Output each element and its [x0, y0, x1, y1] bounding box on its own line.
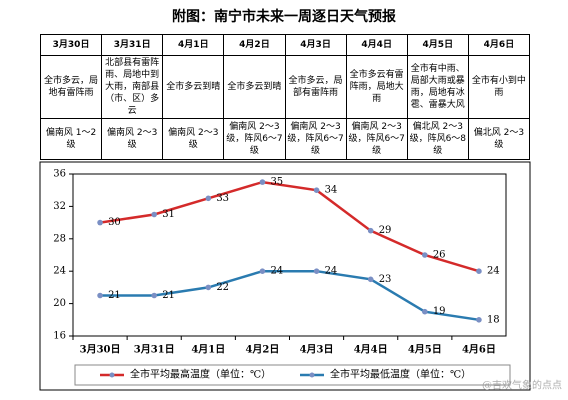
x-tick-label: 4月2日 [245, 344, 279, 356]
y-tick-label: 32 [53, 201, 66, 212]
point [313, 268, 320, 275]
table-cell: 全市有小到中雨 [467, 55, 531, 119]
point [151, 292, 157, 299]
y-tick-label: 20 [53, 298, 66, 309]
data-label: 23 [379, 274, 392, 285]
table-cell: 偏南风 2～3级，阵风6～7级 [223, 118, 286, 160]
watermark: @吉欢气象的点点 [482, 379, 562, 392]
y-tick-label: 24 [53, 266, 66, 277]
data-label: 26 [433, 250, 446, 261]
legend-label: 全市平均最高温度（单位：℃） [130, 368, 271, 381]
data-label: 29 [379, 225, 392, 236]
x-tick-label: 4月1日 [191, 344, 225, 356]
data-label: 30 [108, 217, 121, 228]
point [367, 276, 374, 283]
table-cell: 偏北风 2～3级，阵风6～8级 [406, 118, 469, 160]
legend-label: 全市平均最低温度（单位：℃） [330, 368, 471, 381]
point [205, 284, 212, 291]
point [476, 268, 482, 275]
x-tick-label: 4月5日 [408, 344, 442, 356]
point [476, 317, 482, 323]
table-cell: 偏南风 2～3级，阵风6～7级 [284, 118, 347, 160]
table-row: 全市多云，局地有雷阵雨 北部县有雷阵雨、局地中到大雨，南部县（市、区）多云 全市多云… [39, 55, 531, 119]
point [205, 195, 212, 202]
table-cell: 偏北风 2～3级 [467, 118, 531, 160]
point [97, 292, 103, 299]
data-label: 18 [487, 314, 500, 325]
forecast-table: 3月30日 3月31日 4月1日 4月2日 4月3日 4月4日 4月5日 4月6日 全市多云，局… [39, 34, 531, 160]
y-tick-label: 28 [53, 233, 66, 244]
table-cell: 偏南风 2～3级 [162, 118, 225, 160]
data-label: 21 [108, 290, 121, 301]
x-tick-label: 3月30日 [80, 344, 121, 356]
data-label: 34 [325, 185, 338, 196]
y-tick-label: 36 [53, 169, 66, 180]
page-title: 附图：南宁市未来一周逐日天气预报 [172, 9, 396, 25]
data-label: 35 [270, 177, 283, 188]
legend-marker [109, 372, 115, 378]
data-label: 31 [162, 209, 175, 220]
line [100, 269, 480, 322]
x-tick-label: 4月3日 [300, 344, 334, 356]
legend-box [74, 364, 511, 386]
table-cell: 全市多云到晴 [162, 55, 225, 119]
x-tick-label: 4月4日 [354, 344, 388, 356]
data-label: 21 [162, 290, 175, 301]
data-label: 19 [433, 306, 446, 317]
x-tick-label: 4月6日 [462, 344, 496, 356]
point [259, 179, 266, 185]
line [99, 180, 480, 273]
point [97, 219, 103, 226]
table-cell: 全市多云有雷阵雨，局地大雨 [345, 55, 408, 119]
data-label: 22 [216, 282, 229, 293]
data-label: 24 [487, 266, 500, 277]
legend-marker [309, 372, 315, 378]
chart-frame [39, 161, 531, 391]
table-cell: 偏南风 2～3级 [101, 118, 164, 160]
point [422, 252, 428, 258]
table-cell: 全市有中雨、局部大雨或暴雨，局地有冰雹、雷暴大风 [406, 55, 469, 119]
data-label: 24 [270, 266, 283, 277]
point [151, 211, 157, 218]
data-label: 24 [325, 266, 338, 277]
data-label: 33 [216, 193, 229, 204]
point [259, 268, 266, 275]
x-tick-label: 3月31日 [134, 344, 175, 356]
point [367, 227, 374, 234]
point [313, 187, 320, 193]
table-row: 偏南风 1～2级 偏南风 2～3级 偏南风 2～3级 偏南风 2～3级，阵风6～7级偏… [39, 118, 531, 160]
y-tick-label: 16 [53, 331, 66, 342]
point [422, 308, 428, 315]
table-cell: 北部县有雷阵雨、局地中到大雨，南部县（市、区）多云 [101, 55, 164, 119]
table-cell: 偏南风 2～3级，阵风6～7级 [345, 118, 408, 160]
